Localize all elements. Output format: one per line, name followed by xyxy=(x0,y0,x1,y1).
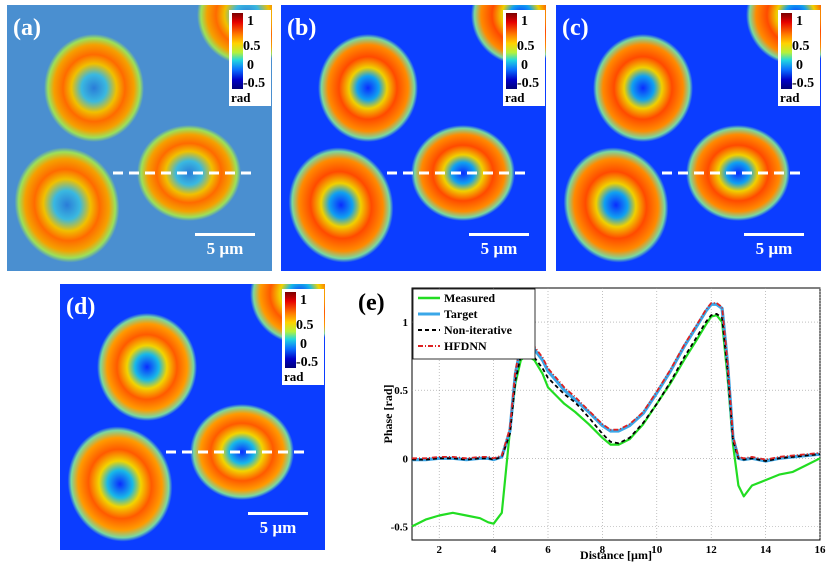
scale-bar-line xyxy=(195,233,255,236)
scale-bar-line xyxy=(248,512,308,515)
colorbar: 1 0.5 0 -0.5 rad xyxy=(229,10,271,106)
x-tick-label: 8 xyxy=(600,544,606,556)
cell-1 xyxy=(318,34,418,142)
cell-2 xyxy=(288,147,394,263)
x-tick-label: 14 xyxy=(760,544,772,556)
scale-bar-line xyxy=(744,233,804,236)
cell-3 xyxy=(137,125,241,221)
y-tick-label: -0.5 xyxy=(391,521,409,533)
legend-label-target: Target xyxy=(444,307,478,321)
y-tick-label: 0.5 xyxy=(394,385,408,397)
panel-a: (a) 1 0.5 0 -0.5 rad 5 µm xyxy=(7,5,272,271)
legend-box xyxy=(412,288,536,360)
scale-bar-label: 5 µm xyxy=(206,239,244,258)
line-chart-panel: (e) 2 4 6 8 10 12 14 16 -0.5 0 0.5 1 Measured Targe… xyxy=(356,280,826,562)
chart-panel-label: (e) xyxy=(358,290,385,316)
colorbar: 1 0.5 0 -0.5 rad xyxy=(778,10,820,106)
colorbar-tick: 0.5 xyxy=(792,39,810,54)
colorbar-tick: 0.5 xyxy=(296,318,314,333)
panel-b: (b) 1 0.5 0 -0.5 rad 5 µm xyxy=(281,5,546,271)
colorbar-tick: 1 xyxy=(300,293,307,308)
cell-3 xyxy=(686,125,790,221)
scale-bar-label: 5 µm xyxy=(259,518,297,537)
cell-1 xyxy=(44,34,144,142)
y-axis-label: Phase [rad] xyxy=(381,385,395,444)
colorbar-unit: rad xyxy=(284,369,304,384)
panel-label: (b) xyxy=(287,15,317,41)
series-line-hfdnn xyxy=(412,302,821,461)
colorbar-tick: -0.5 xyxy=(792,76,815,91)
x-tick-label: 4 xyxy=(491,544,497,556)
colorbar-unit: rad xyxy=(505,90,525,105)
scale-bar-label: 5 µm xyxy=(480,239,518,258)
colorbar-tick: 1 xyxy=(796,14,803,29)
colorbar-gradient xyxy=(781,13,792,89)
colorbar-tick: -0.5 xyxy=(517,76,540,91)
phase-image-a xyxy=(7,5,272,271)
x-tick-label: 2 xyxy=(436,544,442,556)
scale-bar: 5 µm xyxy=(744,233,804,259)
x-tick-label: 10 xyxy=(651,544,663,556)
panel-label: (a) xyxy=(13,15,41,41)
cell-3 xyxy=(411,125,515,221)
legend: Measured Target Non-iterative HFDNN xyxy=(412,288,536,360)
x-tick-label: 12 xyxy=(706,544,718,556)
phase-image-b xyxy=(281,5,546,271)
panel-c: (c) 1 0.5 0 -0.5 rad 5 µm xyxy=(556,5,821,271)
colorbar-tick: 1 xyxy=(521,14,528,29)
legend-label-non-iterative: Non-iterative xyxy=(444,323,513,337)
y-tick-label: 1 xyxy=(403,317,409,329)
colorbar: 1 0.5 0 -0.5 rad xyxy=(503,10,545,106)
colorbar-tick: 1 xyxy=(247,14,254,29)
scale-bar-label: 5 µm xyxy=(755,239,793,258)
x-tick-label: 6 xyxy=(545,544,551,556)
panel-label: (d) xyxy=(66,294,96,320)
legend-label-measured: Measured xyxy=(444,291,495,305)
series-line-measured xyxy=(411,314,821,528)
colorbar-tick: 0.5 xyxy=(517,39,535,54)
series-lines xyxy=(411,302,821,528)
x-tick-label: 16 xyxy=(815,544,827,556)
colorbar-tick: 0 xyxy=(300,337,307,352)
x-axis-label: Distance [µm] xyxy=(580,548,652,562)
colorbar: 1 0.5 0 -0.5 rad xyxy=(282,289,324,385)
y-tick-label: 0 xyxy=(403,453,409,465)
scale-bar: 5 µm xyxy=(195,233,255,259)
panel-label: (c) xyxy=(562,15,589,41)
colorbar-gradient xyxy=(506,13,517,89)
panel-d: (d) 1 0.5 0 -0.5 rad 5 µm xyxy=(60,284,325,550)
legend-label-hfdnn: HFDNN xyxy=(444,339,487,353)
cell-2 xyxy=(14,147,120,263)
phase-image-c xyxy=(556,5,821,271)
cell-1 xyxy=(593,34,693,142)
cell-1 xyxy=(97,313,197,421)
series-line-non-iterative xyxy=(412,313,821,462)
colorbar-tick: 0 xyxy=(521,58,528,73)
scale-bar: 5 µm xyxy=(248,512,308,538)
colorbar-unit: rad xyxy=(780,90,800,105)
colorbar-gradient xyxy=(232,13,243,89)
colorbar-tick: -0.5 xyxy=(296,355,319,370)
scale-bar-line xyxy=(469,233,529,236)
line-chart: (e) 2 4 6 8 10 12 14 16 -0.5 0 0.5 1 Measured Targe… xyxy=(358,287,826,562)
cell-2 xyxy=(67,426,173,542)
tick-labels: 2 4 6 8 10 12 14 16 -0.5 0 0.5 1 xyxy=(391,317,826,556)
colorbar-tick: 0.5 xyxy=(243,39,261,54)
colorbar-tick: -0.5 xyxy=(243,76,266,91)
scale-bar: 5 µm xyxy=(469,233,529,259)
colorbar-tick: 0 xyxy=(796,58,803,73)
colorbar-gradient xyxy=(285,292,296,368)
colorbar-tick: 0 xyxy=(247,58,254,73)
cell-3 xyxy=(190,404,294,500)
cell-2 xyxy=(563,147,669,263)
colorbar-unit: rad xyxy=(231,90,251,105)
